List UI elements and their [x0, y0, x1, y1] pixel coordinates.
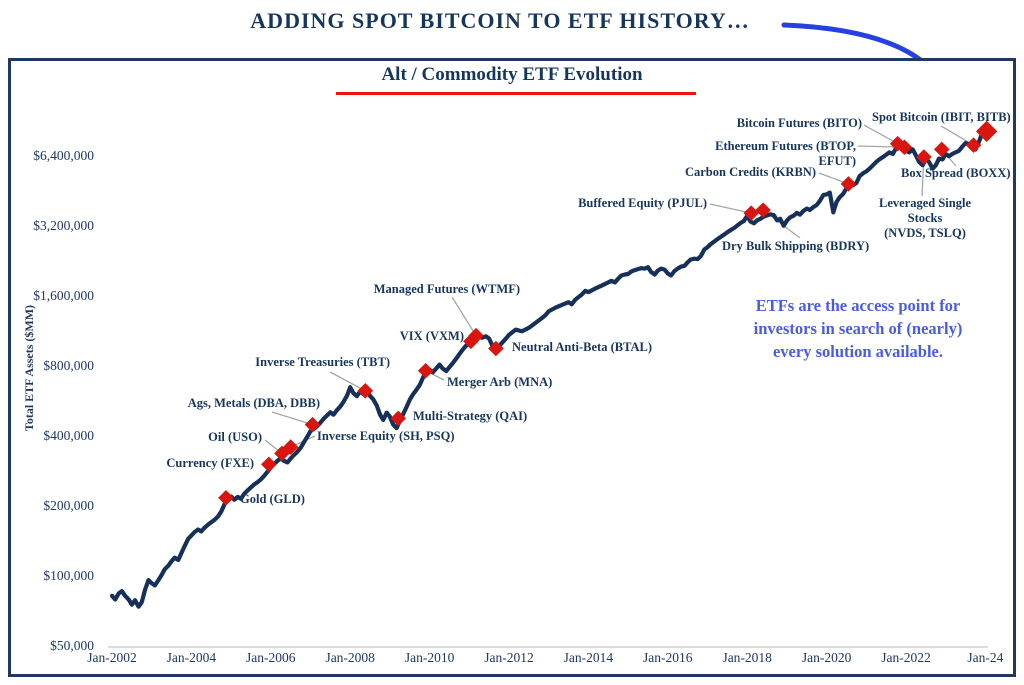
leader-line	[451, 296, 477, 337]
event-marker	[896, 139, 913, 155]
x-tick-label: Jan-2018	[722, 650, 772, 665]
annotation-label: Carbon Credits (KRBN)	[684, 165, 816, 179]
etf-caption: ETFs are the access point for investors …	[705, 295, 1011, 363]
leader-line	[271, 411, 313, 426]
x-tick-label: Jan-2010	[404, 650, 455, 665]
event-marker	[933, 141, 950, 158]
y-tick-label: $100,000	[43, 568, 94, 583]
y-tick-label: $3,200,000	[33, 218, 94, 233]
x-tick-label: Jan-2016	[643, 650, 693, 665]
chart-title-underline	[336, 92, 696, 95]
etf-caption-line: every solution available.	[772, 341, 944, 361]
x-tick-label: Jan-2008	[325, 650, 375, 665]
y-tick-label: $800,000	[43, 358, 94, 373]
x-tick-label: Jan-2022	[881, 650, 931, 665]
annotation-label: Box Spread (BOXX)	[901, 166, 1011, 180]
event-marker	[755, 202, 771, 218]
annotation-label: Gold (GLD)	[240, 492, 305, 506]
chart-frame	[8, 58, 1016, 677]
event-marker	[916, 149, 932, 165]
chart-title: Alt / Commodity ETF Evolution	[381, 64, 643, 85]
event-marker	[840, 176, 857, 192]
x-tick-label: Jan-2012	[484, 650, 534, 665]
x-tick-label: Jan-2020	[801, 650, 852, 665]
event-marker	[261, 456, 277, 473]
x-tick-label: Jan-2002	[87, 650, 137, 665]
annotation-label: Spot Bitcoin (IBIT, BITB)	[872, 110, 1011, 124]
y-tick-label: $1,600,000	[33, 288, 94, 303]
leader-line	[709, 203, 752, 214]
annotation-label: Merger Arb (MNA)	[447, 375, 553, 389]
event-marker	[975, 120, 998, 142]
annotation-label: VIX (VXM)	[399, 329, 464, 343]
annotation-label: Ags, Metals (DBA, DBB)	[187, 396, 320, 410]
leader-line	[329, 371, 366, 392]
x-tick-label: Jan-24	[967, 650, 1004, 665]
y-tick-label: $200,000	[43, 498, 94, 513]
annotation-label: Ethereum Futures (BTOP, EFUT)	[715, 139, 856, 168]
annotation-label: Inverse Treasuries (TBT)	[255, 355, 390, 369]
page-title: ADDING SPOT BITCOIN TO ETF HISTORY…	[250, 8, 750, 33]
x-tick-label: Jan-2006	[246, 650, 296, 665]
y-tick-label: $50,000	[50, 638, 94, 653]
annotation-label: Currency (FXE)	[166, 456, 254, 470]
leader-line	[863, 124, 898, 145]
y-tick-label: $6,400,000	[33, 148, 94, 163]
annotation-label: Leveraged Single Stocks (NVDS, TSLQ)	[878, 196, 971, 240]
event-marker	[743, 205, 759, 221]
etf-caption-line: ETFs are the access point for	[755, 296, 961, 315]
annotation-label: Bitcoin Futures (BITO)	[736, 116, 862, 130]
annotation-label: Inverse Equity (SH, PSQ)	[317, 429, 455, 443]
event-marker	[417, 362, 434, 379]
event-marker	[218, 490, 234, 506]
annotation-label: Dry Bulk Shipping (BDRY)	[722, 239, 870, 253]
series-line	[109, 127, 991, 609]
y-tick-label: $400,000	[43, 428, 94, 443]
etf-caption-line: investors in search of (nearly)	[753, 318, 963, 338]
annotation-label: Neutral Anti-Beta (BTAL)	[512, 340, 653, 354]
x-tick-label: Jan-2014	[563, 650, 614, 665]
annotation-label: Buffered Equity (PJUL)	[578, 196, 707, 210]
annotation-label: Multi-Strategy (QAI)	[413, 409, 528, 423]
annotation-label: Oil (USO)	[208, 430, 262, 444]
x-tick-label: Jan-2004	[166, 650, 217, 665]
annotation-label: Managed Futures (WTMF)	[373, 282, 520, 296]
